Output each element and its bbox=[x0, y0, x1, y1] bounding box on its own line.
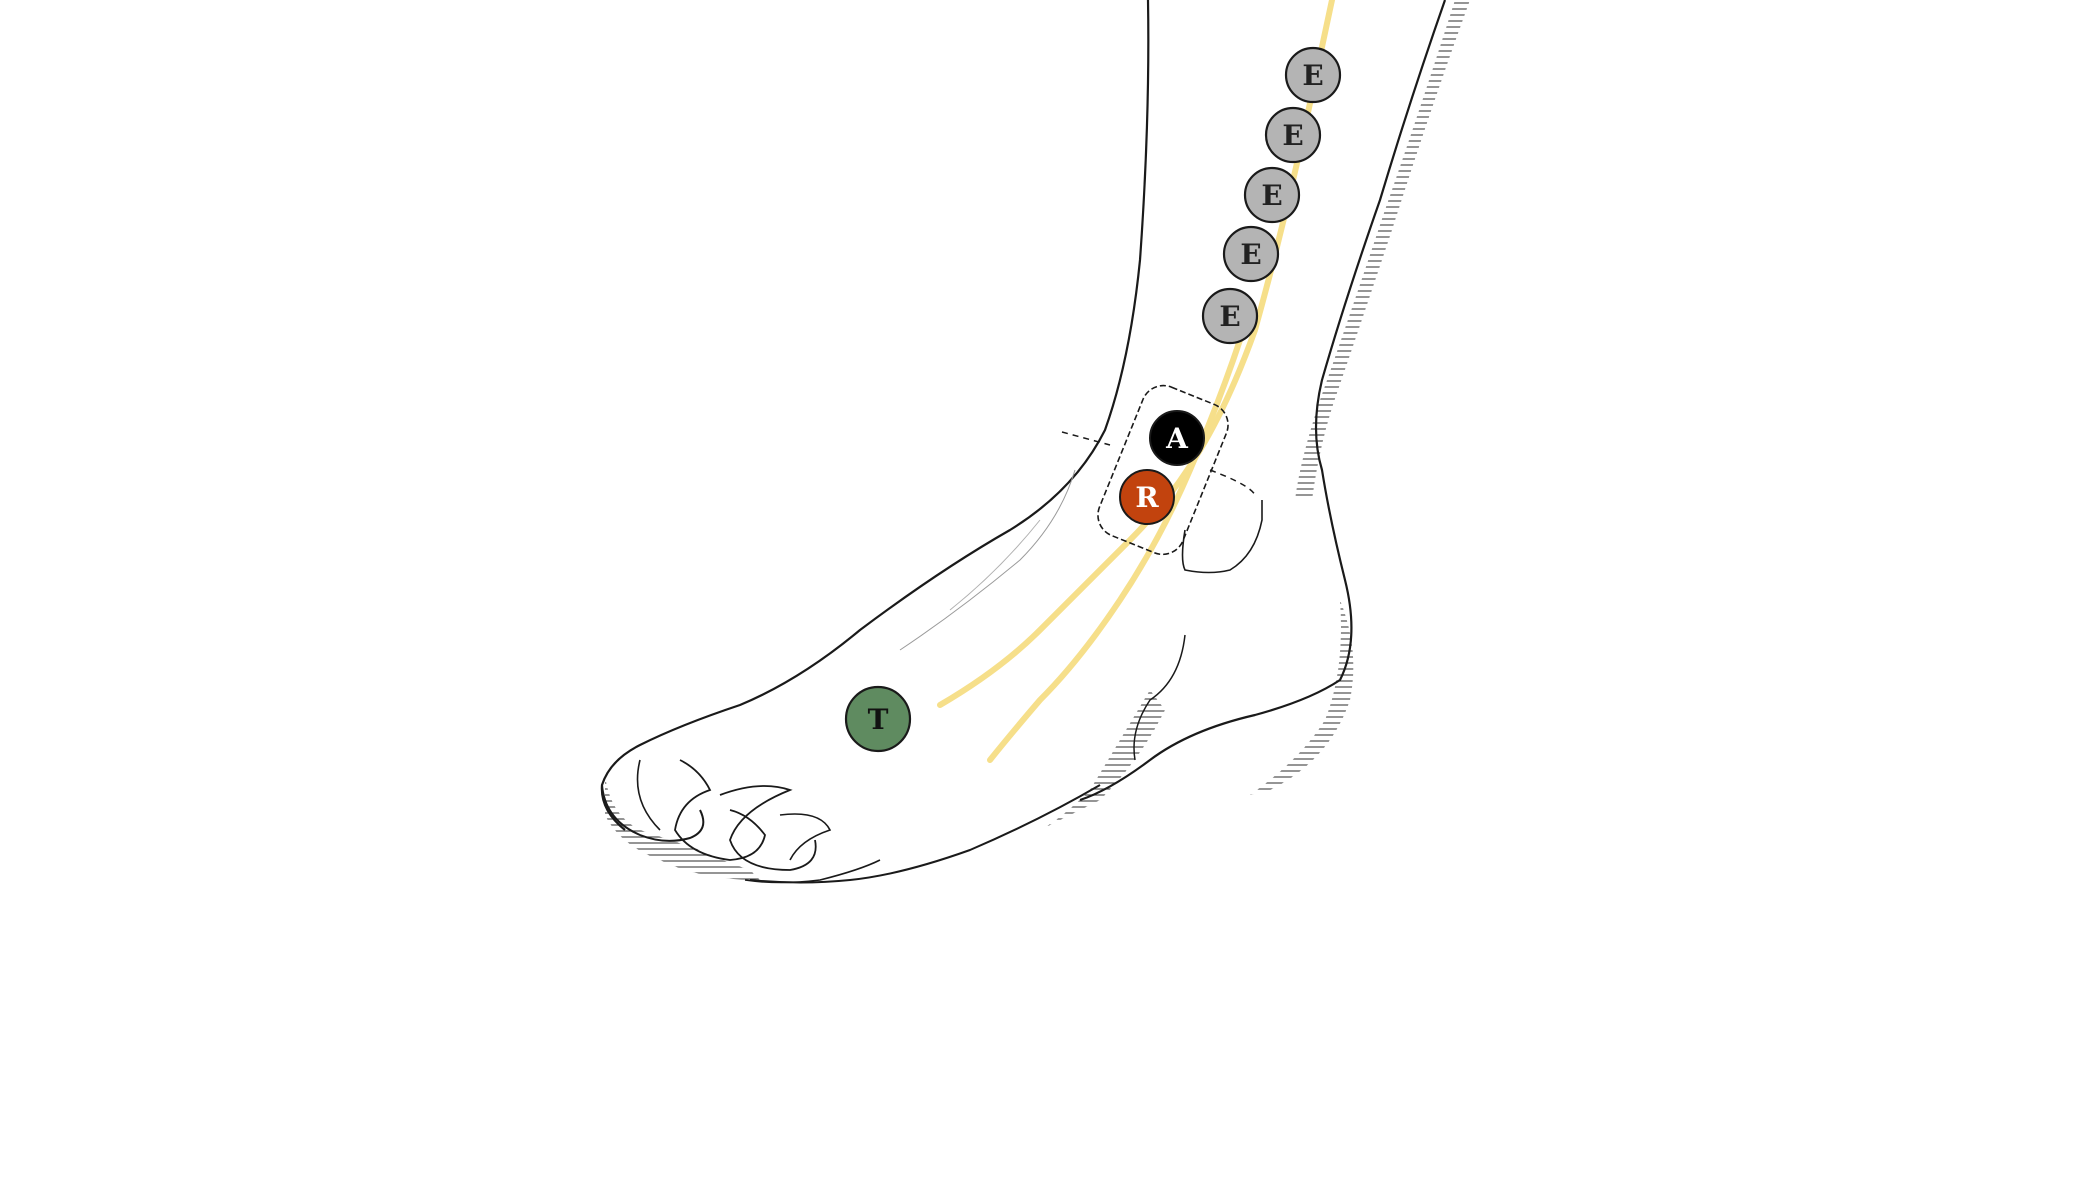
active-electrode-label: A bbox=[1165, 422, 1189, 455]
toe-outline bbox=[636, 759, 661, 831]
sole-shadow-hatching bbox=[1040, 690, 1165, 830]
nerve-path bbox=[987, 337, 1243, 763]
leg-shadow-hatching bbox=[1295, 0, 1470, 500]
toe-outline bbox=[719, 785, 817, 871]
electrode-label: E bbox=[1282, 119, 1303, 152]
electrode-marker: E bbox=[1264, 106, 1322, 164]
electrode-label: E bbox=[1261, 179, 1282, 212]
ankle-contour bbox=[1181, 500, 1263, 574]
leg-front-outline bbox=[600, 0, 1150, 831]
tendon-contour bbox=[949, 519, 1041, 611]
sole-outline bbox=[749, 784, 1101, 884]
toe-outline bbox=[744, 859, 881, 884]
heel-shadow-hatching bbox=[1250, 600, 1354, 795]
electrode-label: E bbox=[1219, 300, 1240, 333]
leg-back-outline bbox=[1079, 0, 1447, 802]
arch-contour bbox=[1133, 634, 1186, 761]
reference-electrode-marker: R bbox=[1119, 469, 1175, 525]
electrode-marker: E bbox=[1201, 287, 1259, 345]
dashed-ankle-line bbox=[1061, 431, 1256, 496]
stimulation-region bbox=[1097, 384, 1229, 556]
nerve-path bbox=[937, 0, 1335, 708]
electrode-marker: E bbox=[1222, 225, 1280, 283]
toe-outline bbox=[674, 759, 766, 861]
target-muscle-marker: T bbox=[844, 685, 912, 753]
electrode-label: E bbox=[1240, 238, 1261, 271]
toe-outline bbox=[601, 784, 705, 842]
toe-outline bbox=[779, 813, 832, 861]
electrode-label: E bbox=[1302, 59, 1323, 92]
toe-shadow-hatching bbox=[605, 775, 760, 880]
reference-electrode-label: R bbox=[1135, 481, 1159, 514]
target-muscle-label: T bbox=[868, 703, 889, 736]
electrode-marker: E bbox=[1243, 166, 1301, 224]
active-electrode-marker: A bbox=[1149, 410, 1205, 466]
electrode-marker: E bbox=[1284, 46, 1342, 104]
tendon-contour bbox=[899, 469, 1076, 651]
